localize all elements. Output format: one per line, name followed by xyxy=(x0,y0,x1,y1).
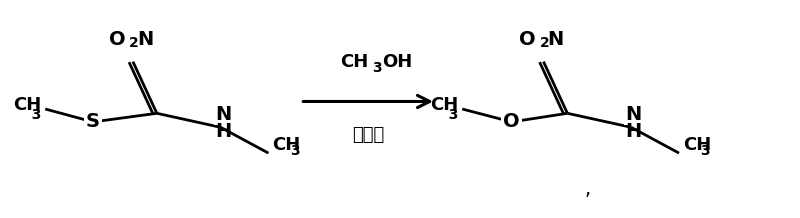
Text: CH: CH xyxy=(273,136,301,153)
Text: N: N xyxy=(137,30,153,49)
Text: 3: 3 xyxy=(439,109,458,123)
Text: O: O xyxy=(503,112,520,131)
Text: N: N xyxy=(547,30,563,49)
Text: O: O xyxy=(519,30,536,49)
Text: S: S xyxy=(86,112,100,131)
Text: O: O xyxy=(109,30,126,49)
Text: N: N xyxy=(215,105,231,124)
Text: N: N xyxy=(626,105,642,124)
Text: 2: 2 xyxy=(129,36,138,50)
Text: CH: CH xyxy=(13,96,42,114)
Text: ,: , xyxy=(584,180,590,199)
Text: CH: CH xyxy=(683,136,711,153)
Text: CH: CH xyxy=(340,53,368,71)
Text: 催化剂: 催化剂 xyxy=(352,126,384,144)
Text: CH: CH xyxy=(430,96,458,114)
Text: 2: 2 xyxy=(539,36,550,50)
Text: 3: 3 xyxy=(372,61,382,75)
Text: H: H xyxy=(626,122,642,141)
Text: H: H xyxy=(215,122,231,141)
Text: 3: 3 xyxy=(290,144,300,158)
Text: 3: 3 xyxy=(22,109,42,123)
Text: 3: 3 xyxy=(701,144,710,158)
Text: OH: OH xyxy=(382,53,413,71)
